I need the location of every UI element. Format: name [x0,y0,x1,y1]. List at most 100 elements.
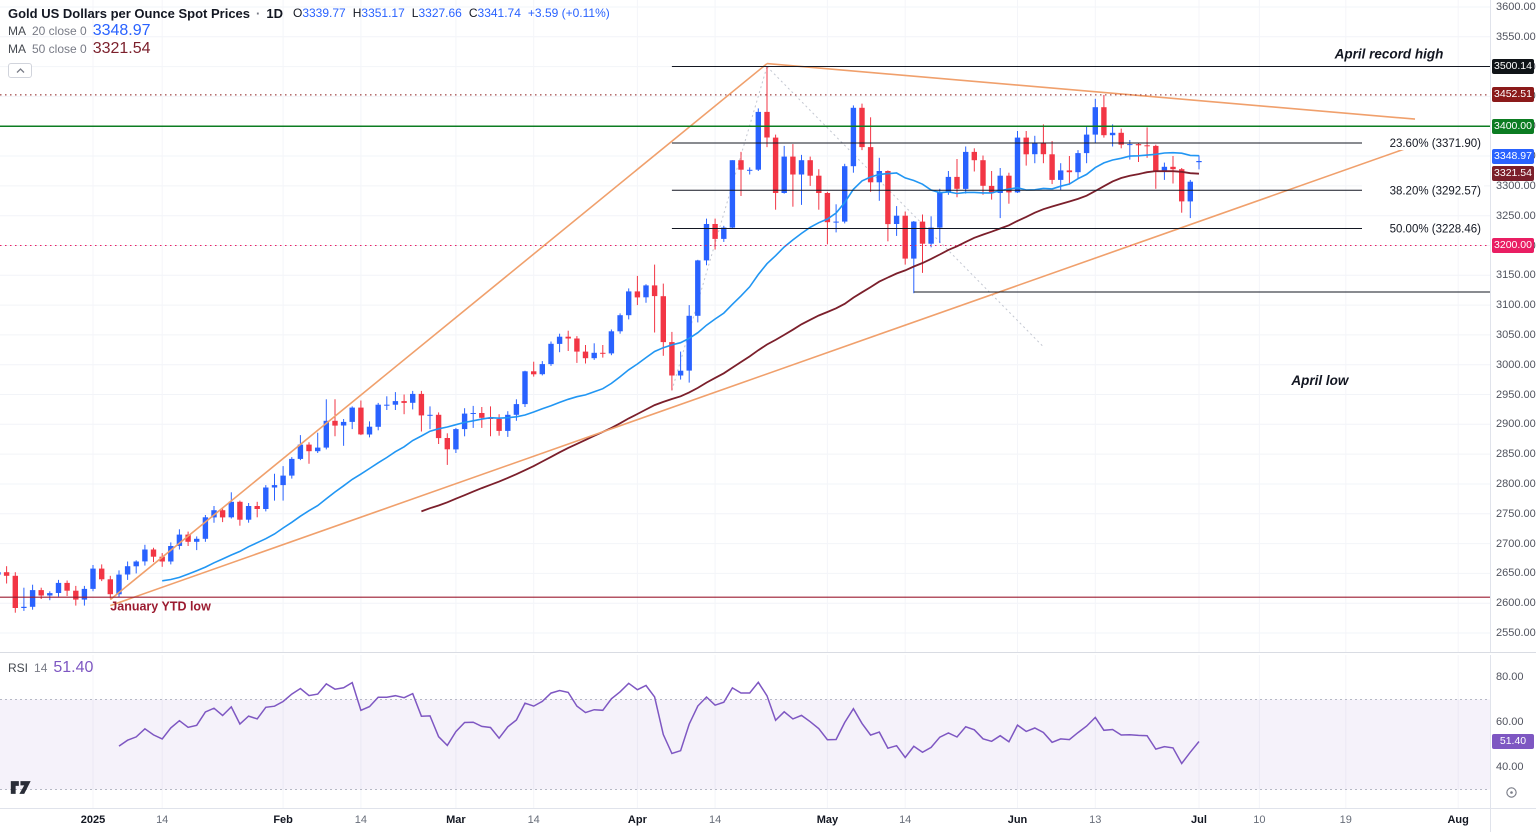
price-pane[interactable]: 23.60% (3371.90) 38.20% (3292.57) 50.00% (… [0,0,1490,652]
time-label: 14 [354,814,368,826]
time-label: 2025 [80,814,106,826]
time-label: Jun [1007,814,1028,826]
grid [0,0,1490,652]
fib-retracement[interactable]: 23.60% (3371.90) 38.20% (3292.57) 50.00% (… [671,135,1484,236]
rsi-tick-label: 40.00 [1496,761,1524,773]
rsi-value-badge: 51.40 [1492,733,1534,749]
pane-collapse-button[interactable] [8,63,32,78]
rsi-name: RSI [8,661,29,675]
price-tick-label: 3600.00 [1496,1,1536,13]
ma50-line[interactable] [421,170,1200,513]
tradingview-logo-icon [10,781,31,794]
price-tick-label: 2700.00 [1496,537,1536,550]
svg-text:April low: April low [1290,373,1349,388]
ma20-name: MA [8,24,26,38]
price-tick-label: 2900.00 [1496,418,1536,431]
title-separator: · [256,5,261,21]
rsi-row[interactable]: RSI 14 51.40 [8,659,93,677]
pane-divider[interactable] [0,652,1536,655]
candles[interactable] [0,66,1202,613]
rsi-value: 51.40 [53,659,94,676]
time-label: 14 [899,814,912,826]
price-tick-label: 3000.00 [1496,358,1536,371]
open-value: 3339.77 [302,6,346,20]
price-line-badge[interactable]: 3348.97 [1492,149,1534,165]
legend: Gold US Dollars per Ounce Spot Prices · … [8,4,610,78]
high-label: H [352,6,362,20]
horizontal-lines[interactable] [0,66,1490,598]
chevron-up-icon [16,68,24,73]
price-tick-label: 2950.00 [1496,388,1536,401]
open-label: O [292,6,303,20]
price-tick-label: 2850.00 [1496,448,1536,461]
time-label: 14 [156,814,169,826]
time-label: Apr [627,814,647,826]
price-line-badge[interactable]: 3321.54 [1492,165,1534,181]
price-tick-label: 2600.00 [1496,597,1536,610]
price-tick-label: 3050.00 [1496,328,1536,341]
rsi-params: 14 [34,661,48,675]
text-annotations[interactable]: April record high April low January YTD lo… [110,46,1443,613]
trend-lines[interactable] [109,62,1416,607]
ma50-params: 50 close 0 [32,42,87,56]
rsi-tick-label: 80.00 [1496,671,1524,683]
ma50-value: 3321.54 [92,40,151,57]
price-chart-canvas[interactable]: 23.60% (3371.90) 38.20% (3292.57) 50.00% (… [0,0,1490,652]
ma20-value: 3348.97 [92,22,151,39]
ma50-row[interactable]: MA 50 close 0 3321.54 [8,40,610,58]
price-tick-label: 2650.00 [1496,567,1536,580]
svg-text:April record high: April record high [1334,46,1444,61]
fib-level-label: 23.60% (3371.90) [1390,138,1482,150]
time-label: 10 [1253,814,1266,826]
price-tick-label: 3550.00 [1496,30,1536,43]
axis-corner [1490,808,1536,832]
tradingview-logo[interactable] [10,780,32,800]
fib-level-label: 50.00% (3228.46) [1390,224,1482,236]
time-label: Aug [1447,814,1469,826]
price-tick-label: 2550.00 [1496,627,1536,639]
rsi-chart-canvas[interactable] [0,655,1490,808]
time-label: May [816,814,839,826]
ma20-row[interactable]: MA 20 close 0 3348.97 [8,22,610,40]
price-scale[interactable]: 2550.00 2600.00 2650.00 2700.00 2750.00 2800.… [1490,0,1536,652]
time-label: 14 [708,814,722,826]
rsi-line[interactable] [118,681,1200,765]
change-value: +3.59 (+0.11%) [527,6,610,20]
price-tick-label: 2800.00 [1496,478,1536,490]
price-tick-label: 3100.00 [1496,299,1536,312]
ohlc-values: O 3339.77 H 3351.17 L 3327.66 C 3341.74 +3.5… [293,6,610,20]
rsi-pane[interactable]: RSI 14 51.40 [0,655,1490,808]
price-line-badge[interactable]: 3400.00 [1492,118,1534,134]
symbol-title[interactable]: Gold US Dollars per Ounce Spot Prices [8,5,251,21]
time-label: Jul [1191,814,1207,826]
target-icon[interactable] [1505,786,1518,804]
symbol-row: Gold US Dollars per Ounce Spot Prices · … [8,4,610,22]
rsi-tick-label: 60.00 [1496,716,1524,728]
ma20-params: 20 close 0 [32,24,87,38]
svg-text:January YTD low: January YTD low [110,599,211,613]
price-tick-label: 2750.00 [1496,507,1536,520]
high-value: 3351.17 [361,6,405,20]
close-label: C [468,6,478,20]
time-label: Feb [273,814,293,826]
price-tick-label: 3250.00 [1496,209,1536,222]
rsi-band [0,699,1490,790]
price-tick-label: 3300.00 [1496,179,1536,192]
time-label: 19 [1339,814,1352,826]
time-axis[interactable]: 2025 14 Feb 14 Mar 14 Apr 14 May 14 Jun 13 Jul 10 19 Au… [0,808,1490,832]
fib-level-label: 38.20% (3292.57) [1390,185,1482,197]
price-line-badge[interactable]: 3200.00 [1492,238,1534,253]
price-line-badge[interactable]: 3500.14 [1492,59,1534,74]
price-tick-label: 3150.00 [1496,269,1536,282]
timeframe-label[interactable]: 1D [266,5,283,21]
low-value: 3327.66 [418,6,462,20]
close-value: 3341.74 [477,6,521,20]
low-label: L [411,6,419,20]
time-label: 14 [527,814,540,826]
time-label: Mar [446,814,466,826]
ma50-name: MA [8,42,26,56]
price-line-badge[interactable]: 3452.51 [1492,87,1534,103]
rsi-scale[interactable]: 80.00 60.00 40.00 51.40 [1490,655,1536,808]
time-label: 13 [1089,814,1102,826]
